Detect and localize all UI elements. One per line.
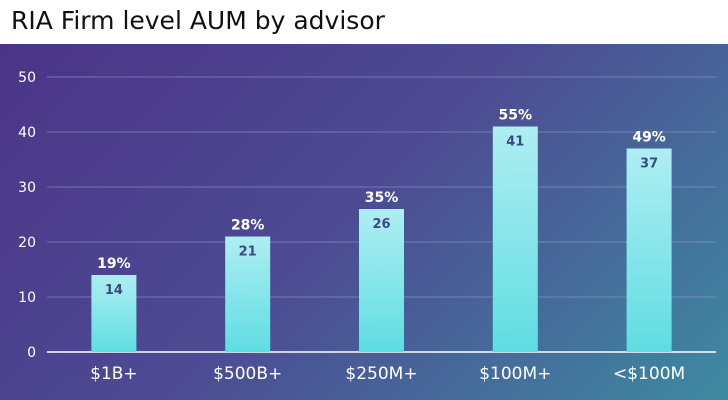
y-tick-label: 0 bbox=[27, 345, 36, 361]
x-axis-ticks: $1B+ $500B+ $250M+ $100M+ <$100M bbox=[90, 364, 685, 384]
y-tick-label: 30 bbox=[18, 180, 36, 196]
bar-percent-label: 55% bbox=[499, 108, 533, 124]
y-tick-label: 20 bbox=[18, 235, 36, 251]
bar-value-label: 14 bbox=[105, 283, 123, 298]
bar bbox=[626, 148, 672, 352]
chart-title: RIA Firm level AUM by advisor bbox=[11, 6, 385, 35]
bar-value-label: 37 bbox=[640, 157, 658, 172]
data-labels: 14 19% 21 28% 26 35% 41 55% 37 49% bbox=[97, 108, 666, 299]
bar-percent-label: 28% bbox=[231, 218, 265, 234]
bar-value-label: 21 bbox=[239, 245, 257, 260]
y-tick-label: 10 bbox=[18, 290, 36, 306]
bar bbox=[359, 209, 404, 352]
bar bbox=[91, 275, 137, 352]
y-tick-label: 50 bbox=[18, 70, 36, 86]
bar-chart: 0 10 20 30 40 50 14 19% 21 28% 26 35% 41 55% 37 49% $1… bbox=[18, 70, 716, 384]
bar-value-label: 41 bbox=[506, 135, 524, 150]
bar-percent-label: 35% bbox=[365, 190, 399, 206]
plot-area: 0 10 20 30 40 50 14 19% 21 28% 26 35% 41 55% 37 49% $1… bbox=[0, 44, 728, 400]
bar bbox=[225, 236, 271, 352]
x-tick-label: $1B+ bbox=[90, 364, 138, 384]
x-tick-label: <$100M bbox=[613, 364, 685, 384]
bar bbox=[492, 126, 538, 352]
bar-percent-label: 19% bbox=[97, 256, 131, 272]
y-tick-label: 40 bbox=[18, 125, 36, 141]
bars bbox=[91, 126, 672, 352]
bar-percent-label: 49% bbox=[632, 130, 666, 146]
y-axis-ticks: 0 10 20 30 40 50 bbox=[18, 70, 36, 361]
x-tick-label: $250M+ bbox=[345, 364, 417, 384]
x-tick-label: $100M+ bbox=[479, 364, 551, 384]
x-tick-label: $500B+ bbox=[213, 364, 282, 384]
bar-value-label: 26 bbox=[372, 217, 390, 232]
title-bar: RIA Firm level AUM by advisor bbox=[0, 0, 728, 44]
